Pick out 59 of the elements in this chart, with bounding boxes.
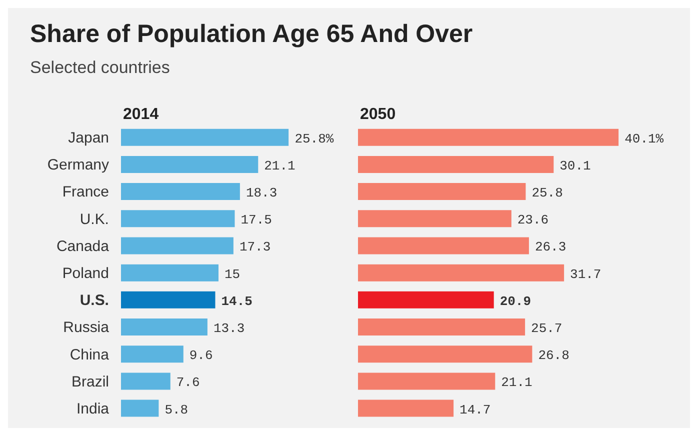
bar — [358, 400, 454, 417]
bar — [120, 128, 289, 146]
bar — [120, 183, 240, 200]
data-label: 26.8 — [538, 348, 570, 364]
bar — [358, 156, 554, 173]
data-label: 18.3 — [246, 186, 278, 201]
y-tick-label: Canada — [56, 238, 110, 255]
bar — [120, 237, 234, 254]
bar — [358, 318, 526, 336]
series-label: 2050 — [360, 106, 396, 124]
bar — [358, 183, 526, 200]
data-label: 17.5 — [240, 212, 272, 228]
data-label: 25.8 — [532, 186, 563, 201]
bar — [120, 156, 258, 173]
data-label: 20.9 — [500, 294, 532, 309]
y-tick-label: India — [76, 400, 110, 418]
bar — [120, 318, 208, 336]
data-label: 21.1 — [501, 375, 533, 390]
bar — [358, 291, 494, 308]
y-tick-label: Brazil — [72, 373, 109, 390]
data-label: 30.1 — [560, 158, 592, 174]
bar — [358, 264, 564, 282]
bar — [120, 291, 216, 308]
bar — [120, 346, 184, 363]
data-label: 5.8 — [164, 402, 188, 418]
bar — [358, 210, 512, 228]
y-tick-label: Russia — [63, 319, 110, 336]
data-label: 25.7 — [531, 321, 562, 336]
bar — [358, 346, 532, 363]
data-label: 13.3 — [213, 321, 245, 336]
y-tick-label: U.S. — [80, 292, 109, 310]
y-tick-label: France — [62, 184, 109, 201]
series-label: 2014 — [123, 106, 159, 124]
data-label: 14.5 — [221, 294, 253, 309]
bar — [358, 237, 529, 254]
data-label: 40.1% — [624, 131, 664, 146]
data-label: 31.7 — [570, 266, 602, 282]
data-label: 15 — [224, 266, 240, 282]
y-tick-label: Japan — [68, 130, 109, 147]
data-label: 26.3 — [534, 240, 566, 255]
chart-title: Share of Population Age 65 And Over — [30, 20, 473, 49]
bar — [358, 372, 496, 390]
y-tick-label: U.K. — [80, 210, 109, 228]
bar — [120, 372, 170, 390]
data-label: 23.6 — [517, 212, 549, 228]
data-label: 25.8% — [294, 131, 334, 146]
bar — [358, 128, 619, 146]
data-label: 9.6 — [189, 348, 213, 364]
data-label: 17.3 — [239, 240, 271, 255]
data-label: 7.6 — [176, 375, 200, 390]
bar — [120, 264, 218, 282]
bar — [120, 400, 159, 417]
data-label: 21.1 — [264, 158, 296, 174]
y-tick-label: Poland — [62, 265, 109, 282]
bar — [120, 210, 235, 228]
chart-subtitle: Selected countries — [30, 58, 170, 78]
y-tick-label: Germany — [47, 156, 110, 174]
data-label: 14.7 — [460, 402, 491, 418]
y-tick-label: China — [70, 346, 110, 364]
